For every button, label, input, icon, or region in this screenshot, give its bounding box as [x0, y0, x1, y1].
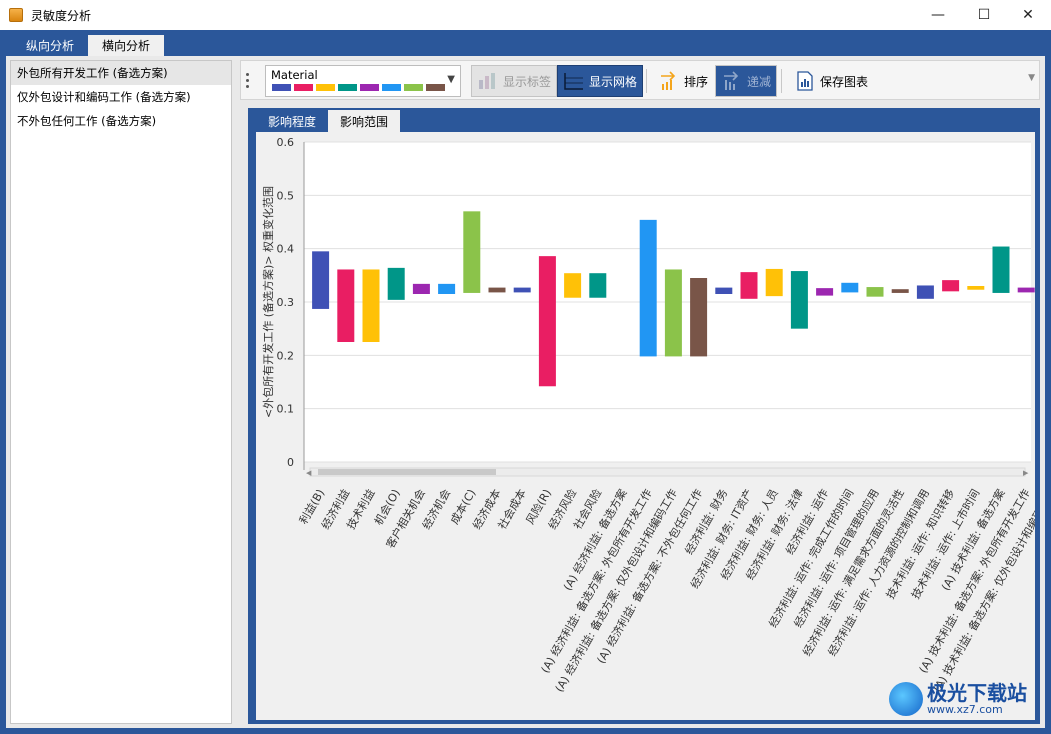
chart-bar	[513, 287, 531, 293]
chart-bar	[690, 278, 708, 357]
chart-bar	[664, 269, 682, 357]
chart-bar	[765, 268, 783, 297]
save-chart-button[interactable]: 保存图表	[789, 65, 873, 97]
palette-swatch	[338, 84, 357, 91]
tab-impact-range[interactable]: 影响范围	[328, 110, 401, 132]
chart-bar	[362, 269, 380, 342]
sort-descending-icon	[724, 71, 739, 90]
save-chart-label: 保存图表	[820, 74, 869, 89]
chart-bar	[790, 271, 808, 329]
sort-label: 排序	[684, 74, 709, 89]
save-chart-icon	[797, 71, 813, 91]
maximize-button[interactable]: ☐	[977, 7, 991, 23]
minimize-button[interactable]: —	[931, 7, 945, 23]
palette-swatch	[382, 84, 401, 91]
chart-tabs: 影响程度 影响范围	[256, 110, 401, 132]
palette-name: Material	[271, 68, 318, 82]
show-labels-label: 显示标签	[503, 74, 552, 89]
chart-bar	[337, 269, 355, 342]
chart-scrollbar-track	[309, 467, 1026, 477]
palette-swatch	[316, 84, 335, 91]
watermark-title: 极光下载站	[927, 680, 1027, 705]
scroll-right-icon[interactable]: ▶	[1023, 469, 1029, 477]
y-tick-label: 0.3	[277, 296, 295, 309]
list-item[interactable]: 不外包任何工作 (备选方案)	[17, 114, 157, 128]
chart-bar	[916, 285, 934, 299]
palette-select[interactable]: Material ▼	[265, 65, 461, 97]
toolbar-overflow-icon[interactable]: ▼	[1028, 73, 1035, 83]
chart-bar	[589, 273, 607, 298]
show-labels-button[interactable]: 显示标签	[471, 65, 558, 97]
list-item[interactable]: 外包所有开发工作 (备选方案)	[11, 61, 231, 85]
palette-swatch	[294, 84, 313, 91]
chart-bar	[841, 282, 859, 293]
show-grid-button[interactable]: 显示网格	[557, 65, 644, 97]
sort-button[interactable]: 排序	[653, 65, 713, 97]
chart-bar	[639, 219, 657, 357]
chart-bar	[891, 289, 909, 293]
title-bar: 灵敏度分析 — ☐ ✕	[0, 0, 1051, 30]
chart-bar	[564, 273, 582, 298]
toolbar: Material ▼ 显示标签 显示网格	[240, 60, 1040, 100]
chart-bar	[538, 256, 556, 387]
scroll-left-icon[interactable]: ◀	[306, 469, 312, 477]
list-item[interactable]: 仅外包设计和编码工作 (备选方案)	[17, 90, 191, 104]
y-tick-label: 0.5	[277, 189, 295, 202]
chart-bar	[715, 287, 733, 294]
palette-swatches	[272, 84, 445, 91]
palette-swatch	[272, 84, 291, 91]
chart-bar	[816, 288, 834, 296]
chevron-down-icon: ▼	[447, 74, 455, 85]
y-axis-label: <外包所有开发工作 (备选方案)> 权重变化范围	[261, 186, 275, 418]
show-grid-label: 显示网格	[589, 74, 638, 89]
palette-swatch	[360, 84, 379, 91]
chart-panel: 0 0.1 0.2 0.3 0.4 0.5 0.6 <外包所有开发工作 (备选方案)> 权重变…	[256, 132, 1035, 720]
main-frame: 纵向分析 横向分析 外包所有开发工作 (备选方案) 仅外包设计和编码工作 (备选…	[0, 30, 1051, 734]
chart-bar	[942, 280, 960, 292]
chart-bar	[866, 287, 884, 297]
chart-bar	[438, 283, 456, 294]
toolbar-separator	[646, 69, 647, 93]
content-area: 外包所有开发工作 (备选方案) 仅外包设计和编码工作 (备选方案) 不外包任何工…	[6, 56, 1045, 728]
chart-bar	[740, 272, 758, 299]
tab-horizontal-analysis[interactable]: 横向分析	[88, 35, 165, 56]
toolbar-grip-icon[interactable]	[246, 73, 249, 89]
decrease-button[interactable]: 递减	[715, 65, 778, 97]
watermark-logo-icon	[889, 681, 923, 716]
app-icon	[9, 8, 23, 22]
close-button[interactable]: ✕	[1022, 7, 1034, 23]
chart-frame: 影响程度 影响范围 0 0.1 0.2 0.3 0.4 0.5 0.6 <外包所有开发工作 (…	[248, 108, 1040, 724]
y-tick-label: 0.4	[277, 243, 295, 256]
chart-scrollbar-thumb[interactable]	[318, 469, 496, 475]
palette-swatch	[404, 84, 423, 91]
watermark-url: www.xz7.com	[927, 702, 1003, 716]
chart-labels-icon	[479, 73, 495, 89]
chart-bar	[387, 267, 405, 300]
chart-bar	[312, 251, 330, 309]
decrease-label: 递减	[747, 74, 772, 89]
range-chart: 0 0.1 0.2 0.3 0.4 0.5 0.6 <外包所有开发工作 (备选方案)> 权重变…	[261, 136, 1035, 694]
alternatives-list: 外包所有开发工作 (备选方案) 仅外包设计和编码工作 (备选方案) 不外包任何工…	[10, 60, 232, 724]
window-title: 灵敏度分析	[31, 8, 92, 23]
y-tick-label: 0.2	[277, 349, 295, 362]
y-tick-label: 0.1	[277, 403, 295, 416]
watermark: 极光下载站 www.xz7.com	[889, 682, 1027, 716]
sort-icon	[661, 71, 676, 90]
chart-bar	[488, 287, 506, 293]
y-tick-label: 0	[287, 456, 294, 469]
palette-swatch	[426, 84, 445, 91]
chart-bar	[463, 211, 481, 293]
main-tabs: 纵向分析 横向分析	[12, 35, 165, 56]
tab-vertical-analysis[interactable]: 纵向分析	[26, 39, 75, 53]
grid-icon	[564, 73, 583, 90]
chart-bar	[992, 246, 1010, 293]
chart-bar	[412, 283, 430, 294]
chart-bar	[1017, 287, 1035, 293]
tab-impact-degree[interactable]: 影响程度	[268, 114, 317, 129]
toolbar-separator	[781, 69, 782, 93]
y-tick-label: 0.6	[277, 136, 295, 149]
chart-bar	[967, 286, 985, 290]
